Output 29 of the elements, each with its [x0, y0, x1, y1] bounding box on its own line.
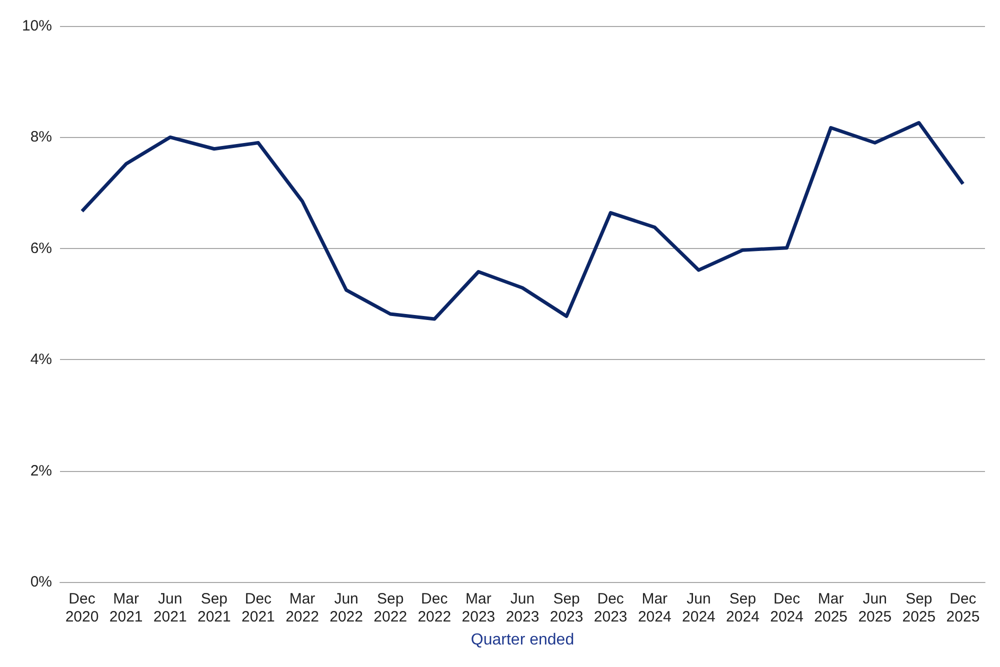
x-tick-label: Sep 2021	[197, 590, 231, 626]
x-tick-label: Dec 2024	[770, 590, 804, 626]
y-tick-label: 6%	[30, 240, 52, 257]
x-axis-title: Quarter ended	[470, 632, 574, 648]
y-tick-label: 2%	[30, 462, 52, 480]
x-tick-label: Jun 2023	[506, 590, 540, 626]
x-tick-label: Dec 2025	[946, 590, 980, 626]
x-tick-label: Jun 2025	[858, 590, 892, 626]
x-tick-label: Mar 2024	[638, 590, 672, 626]
line-series	[80, 120, 965, 321]
x-tick-label: Dec 2021	[242, 590, 275, 626]
x-tick-label: Dec 2022	[418, 590, 452, 626]
x-tick-label: Mar 2022	[286, 590, 319, 626]
x-tick-label: Mar 2021	[109, 590, 143, 626]
x-tick-label: Mar 2023	[462, 590, 496, 626]
x-tick-label: Jun 2024	[682, 590, 716, 626]
x-tick-label: Sep 2025	[902, 590, 936, 626]
x-tick-label: Sep 2022	[374, 590, 408, 626]
y-tick-label: 0%	[30, 574, 52, 590]
x-tick-label: Jun 2021	[153, 590, 187, 626]
x-tick-label: Sep 2024	[726, 590, 760, 626]
y-tick-label: 10%	[22, 18, 52, 34]
x-tick-label: Sep 2023	[550, 590, 584, 626]
y-tick-label: 4%	[30, 351, 52, 368]
x-tick-label: Jun 2022	[330, 590, 363, 626]
x-tick-label: Mar 2025	[814, 590, 848, 626]
x-tick-label: Dec 2023	[594, 590, 628, 626]
y-tick-label: 8%	[30, 128, 52, 146]
x-tick-label: Dec 2020	[65, 590, 99, 626]
